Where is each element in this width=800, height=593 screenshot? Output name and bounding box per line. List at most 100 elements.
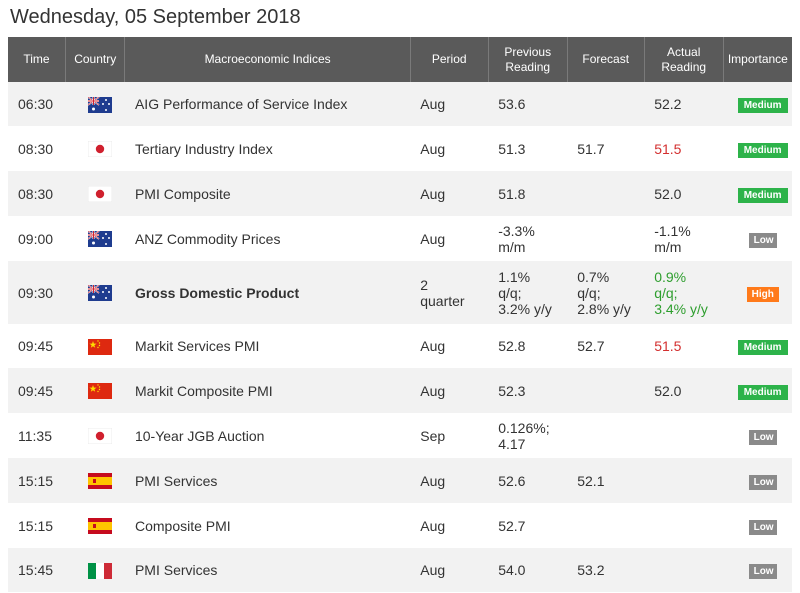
importance-badge: Low (748, 519, 777, 535)
country-flag (65, 324, 125, 368)
previous-reading: 52.7 (488, 503, 568, 548)
header-previous-line2: Reading (505, 59, 551, 74)
indicator-name: ANZ Commodity Prices (124, 216, 411, 261)
country-flag (65, 458, 125, 503)
importance-cell: Low (723, 503, 792, 548)
table-row[interactable]: 09:45 Markit Services PMI Aug 52.8 52.7 51.5 M… (8, 324, 792, 368)
period-cell: Sep (410, 413, 489, 458)
event-time: 09:30 (8, 261, 66, 324)
importance-badge: Low (748, 474, 777, 490)
australia-flag-icon (88, 96, 113, 113)
table-row[interactable]: 08:30 PMI Composite Aug 51.8 52.0 Medium (8, 171, 792, 216)
forecast-value (567, 413, 645, 458)
event-time: 15:45 (8, 548, 66, 592)
previous-reading: 51.3 (488, 126, 568, 171)
period-cell: Aug (410, 458, 489, 503)
forecast-value: 51.7 (567, 126, 645, 171)
event-time: 08:30 (8, 171, 66, 216)
previous-reading: -3.3% m/m (488, 216, 568, 261)
australia-flag-icon (88, 231, 113, 248)
period-cell: Aug (410, 216, 489, 261)
forecast-value (567, 82, 645, 126)
period-cell: Aug (410, 503, 489, 548)
table-row[interactable]: 15:15 Composite PMI Aug 52.7 Low (8, 503, 792, 548)
header-actual-line1: Actual (667, 44, 701, 59)
table-row[interactable]: 09:45 Markit Composite PMI Aug 52.3 52.0 Medi… (8, 368, 792, 413)
actual-reading: 0.9% q/q; 3.4% y/y (644, 261, 724, 324)
forecast-value: 53.2 (567, 548, 645, 592)
indicator-name: Gross Domestic Product (124, 261, 411, 324)
period-cell: Aug (410, 324, 489, 368)
importance-badge: Medium (737, 187, 788, 203)
forecast-value (567, 216, 645, 261)
china-flag-icon (88, 338, 113, 355)
indicator-name: Markit Services PMI (124, 324, 411, 368)
actual-reading: 52.0 (644, 171, 724, 216)
importance-cell: Low (723, 458, 792, 503)
importance-badge: Medium (737, 142, 788, 158)
previous-reading: 51.8 (488, 171, 568, 216)
actual-reading: 51.5 (644, 126, 724, 171)
table-row[interactable]: 08:30 Tertiary Industry Index Aug 51.3 51.7 5… (8, 126, 792, 171)
period-cell: Aug (410, 82, 489, 126)
importance-cell: Low (723, 216, 792, 261)
table-row[interactable]: 09:00 ANZ Commodity Prices Aug -3.3% m/m -1.1… (8, 216, 792, 261)
header-actual: Actual Reading (644, 37, 724, 82)
importance-cell: Medium (723, 82, 792, 126)
event-time: 09:45 (8, 324, 66, 368)
actual-reading: 52.0 (644, 368, 724, 413)
indicator-name: Markit Composite PMI (124, 368, 411, 413)
importance-cell: Low (723, 413, 792, 458)
table-row[interactable]: 11:35 10-Year JGB Auction Sep 0.126%; 4.17 Lo… (8, 413, 792, 458)
period-cell: Aug (410, 126, 489, 171)
country-flag (65, 82, 125, 126)
period-cell: 2 quarter (410, 261, 489, 324)
table-header-row: Time Country Macroeconomic Indices Perio… (8, 37, 792, 82)
importance-cell: Low (723, 548, 792, 592)
country-flag (65, 171, 125, 216)
event-time: 09:00 (8, 216, 66, 261)
importance-cell: Medium (723, 324, 792, 368)
actual-reading: 52.2 (644, 82, 724, 126)
event-time: 15:15 (8, 503, 66, 548)
actual-reading: -1.1% m/m (644, 216, 724, 261)
country-flag (65, 368, 125, 413)
page-title: Wednesday, 05 September 2018 (10, 6, 301, 28)
indicator-name: Composite PMI (124, 503, 411, 548)
actual-reading (644, 548, 724, 592)
event-time: 09:45 (8, 368, 66, 413)
forecast-value: 52.1 (567, 458, 645, 503)
previous-reading: 52.6 (488, 458, 568, 503)
china-flag-icon (88, 383, 113, 400)
importance-cell: Medium (723, 171, 792, 216)
previous-reading: 52.3 (488, 368, 568, 413)
forecast-value (567, 368, 645, 413)
header-indices: Macroeconomic Indices (124, 37, 411, 82)
importance-cell: High (723, 261, 792, 324)
header-time: Time (8, 37, 66, 82)
previous-reading: 52.8 (488, 324, 568, 368)
period-cell: Aug (410, 368, 489, 413)
japan-flag-icon (88, 428, 113, 445)
indicator-name: PMI Services (124, 458, 411, 503)
previous-reading: 1.1% q/q; 3.2% y/y (488, 261, 568, 324)
period-cell: Aug (410, 548, 489, 592)
importance-badge: Low (748, 232, 777, 248)
importance-badge: Medium (737, 384, 788, 400)
table-row[interactable]: 15:45 PMI Services Aug 54.0 53.2 Low (8, 548, 792, 592)
forecast-value (567, 171, 645, 216)
indicator-name: AIG Performance of Service Index (124, 82, 411, 126)
table-row[interactable]: 15:15 PMI Services Aug 52.6 52.1 Low (8, 458, 792, 503)
table-row[interactable]: 09:30 Gross Domestic Product 2 quarter 1.1% q… (8, 261, 792, 324)
forecast-value: 52.7 (567, 324, 645, 368)
australia-flag-icon (88, 285, 113, 302)
country-flag (65, 216, 125, 261)
table-row[interactable]: 06:30 AIG Performance of Service Index Aug… (8, 82, 792, 126)
country-flag (65, 503, 125, 548)
importance-badge: Medium (737, 98, 788, 113)
country-flag (65, 126, 125, 171)
indicator-name: PMI Composite (124, 171, 411, 216)
importance-badge: Low (748, 429, 777, 445)
header-previous-line1: Previous (504, 44, 552, 59)
actual-reading (644, 458, 724, 503)
